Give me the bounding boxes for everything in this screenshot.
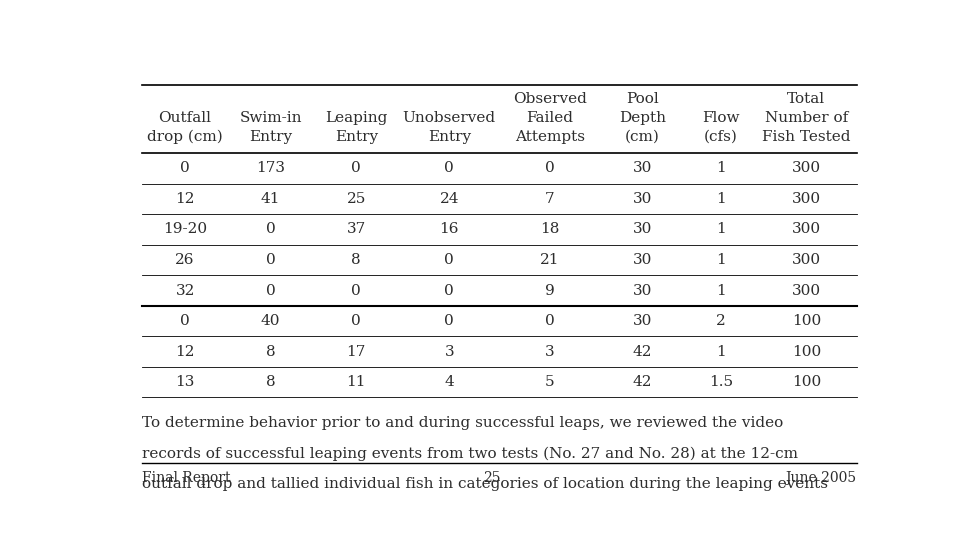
Text: 1: 1	[716, 192, 726, 206]
Text: (cm): (cm)	[625, 129, 660, 144]
Text: 8: 8	[351, 253, 361, 267]
Text: 1: 1	[716, 223, 726, 236]
Text: Pool: Pool	[626, 92, 659, 106]
Text: 0: 0	[180, 314, 190, 328]
Text: June 2005: June 2005	[785, 471, 856, 485]
Text: 19-20: 19-20	[163, 223, 207, 236]
Text: 9: 9	[544, 284, 555, 298]
Text: 0: 0	[180, 161, 190, 175]
Text: 0: 0	[444, 161, 454, 175]
Text: 7: 7	[545, 192, 555, 206]
Text: 17: 17	[347, 345, 366, 359]
Text: Unobserved: Unobserved	[402, 111, 495, 125]
Text: 16: 16	[440, 223, 459, 236]
Text: Entry: Entry	[249, 129, 292, 144]
Text: 13: 13	[176, 375, 195, 389]
Text: 0: 0	[444, 284, 454, 298]
Text: outfall drop and tallied individual fish in categories of location during the le: outfall drop and tallied individual fish…	[142, 477, 828, 491]
Text: 30: 30	[633, 192, 653, 206]
Text: 24: 24	[440, 192, 459, 206]
Text: 26: 26	[176, 253, 195, 267]
Text: 300: 300	[792, 284, 821, 298]
Text: Swim-in: Swim-in	[239, 111, 301, 125]
Text: Number of: Number of	[765, 111, 848, 125]
Text: 0: 0	[544, 161, 555, 175]
Text: 30: 30	[633, 161, 653, 175]
Text: Leaping: Leaping	[325, 111, 388, 125]
Text: 30: 30	[633, 253, 653, 267]
Text: 21: 21	[540, 253, 560, 267]
Text: 300: 300	[792, 253, 821, 267]
Text: 12: 12	[176, 345, 195, 359]
Text: 25: 25	[483, 471, 501, 485]
Text: 5: 5	[545, 375, 555, 389]
Text: 0: 0	[266, 223, 276, 236]
Text: Entry: Entry	[427, 129, 470, 144]
Text: 37: 37	[347, 223, 366, 236]
Text: 25: 25	[347, 192, 366, 206]
Text: Total: Total	[787, 92, 826, 106]
Text: Observed: Observed	[513, 92, 587, 106]
Text: Fish Tested: Fish Tested	[762, 129, 851, 144]
Text: 0: 0	[351, 314, 361, 328]
Text: 30: 30	[633, 284, 653, 298]
Text: 300: 300	[792, 161, 821, 175]
Text: 100: 100	[792, 345, 821, 359]
Text: 0: 0	[444, 253, 454, 267]
Text: Failed: Failed	[526, 111, 573, 125]
Text: 18: 18	[540, 223, 560, 236]
Text: 8: 8	[266, 375, 276, 389]
Text: Entry: Entry	[335, 129, 378, 144]
Text: 100: 100	[792, 375, 821, 389]
Text: 3: 3	[444, 345, 454, 359]
Text: 12: 12	[176, 192, 195, 206]
Text: 300: 300	[792, 192, 821, 206]
Text: 0: 0	[266, 253, 276, 267]
Text: 42: 42	[633, 345, 653, 359]
Text: 41: 41	[261, 192, 280, 206]
Text: 2: 2	[716, 314, 726, 328]
Text: 0: 0	[351, 284, 361, 298]
Text: 1: 1	[716, 161, 726, 175]
Text: 3: 3	[545, 345, 555, 359]
Text: records of successful leaping events from two tests (No. 27 and No. 28) at the 1: records of successful leaping events fro…	[142, 446, 799, 461]
Text: 0: 0	[544, 314, 555, 328]
Text: 40: 40	[261, 314, 280, 328]
Text: To determine behavior prior to and during successful leaps, we reviewed the vide: To determine behavior prior to and durin…	[142, 416, 783, 430]
Text: 30: 30	[633, 314, 653, 328]
Text: 0: 0	[444, 314, 454, 328]
Text: (cfs): (cfs)	[704, 129, 737, 144]
Text: Depth: Depth	[619, 111, 666, 125]
Text: 173: 173	[256, 161, 285, 175]
Text: 100: 100	[792, 314, 821, 328]
Text: drop (cm): drop (cm)	[147, 129, 223, 144]
Text: 1: 1	[716, 253, 726, 267]
Text: 30: 30	[633, 223, 653, 236]
Text: 300: 300	[792, 223, 821, 236]
Text: Flow: Flow	[702, 111, 739, 125]
Text: Outfall: Outfall	[158, 111, 211, 125]
Text: 42: 42	[633, 375, 653, 389]
Text: 0: 0	[266, 284, 276, 298]
Text: 11: 11	[347, 375, 366, 389]
Text: Final Report: Final Report	[142, 471, 230, 485]
Text: 1: 1	[716, 284, 726, 298]
Text: 1: 1	[716, 345, 726, 359]
Text: 4: 4	[444, 375, 454, 389]
Text: 0: 0	[351, 161, 361, 175]
Text: 1.5: 1.5	[708, 375, 732, 389]
Text: 8: 8	[266, 345, 276, 359]
Text: Attempts: Attempts	[515, 129, 585, 144]
Text: 32: 32	[176, 284, 195, 298]
